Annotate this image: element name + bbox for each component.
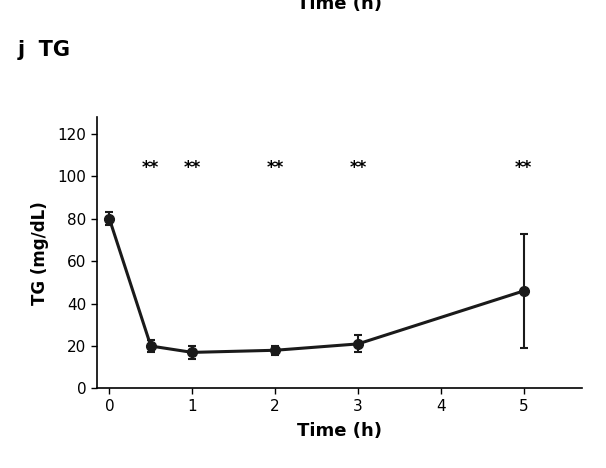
Text: Time (h): Time (h) [297, 0, 382, 13]
Text: **: ** [267, 159, 284, 177]
Text: **: ** [350, 159, 367, 177]
X-axis label: Time (h): Time (h) [297, 422, 382, 440]
Text: **: ** [142, 159, 159, 177]
Y-axis label: TG (mg/dL): TG (mg/dL) [32, 201, 49, 305]
Text: **: ** [515, 159, 533, 177]
Text: j  TG: j TG [18, 40, 71, 60]
Text: **: ** [184, 159, 201, 177]
